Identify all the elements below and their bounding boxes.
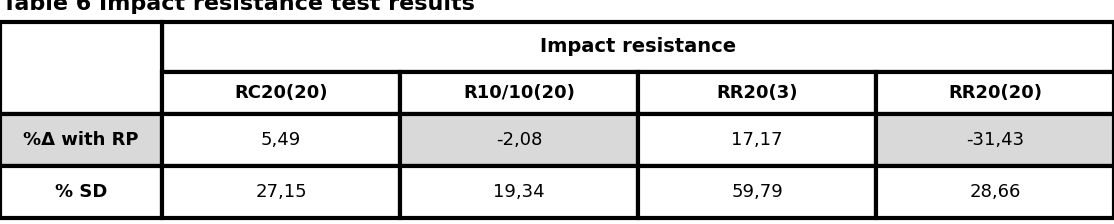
Bar — [638, 114, 876, 166]
Text: 5,49: 5,49 — [261, 131, 301, 149]
Text: R10/10(20): R10/10(20) — [463, 84, 575, 102]
Text: RR20(3): RR20(3) — [716, 84, 798, 102]
Text: 59,79: 59,79 — [731, 183, 783, 201]
Bar — [162, 72, 400, 114]
Text: % SD: % SD — [55, 183, 107, 201]
Text: Impact resistance: Impact resistance — [540, 37, 736, 56]
Text: Table 6 Impact resistance test results: Table 6 Impact resistance test results — [2, 0, 475, 14]
Text: %Δ with RP: %Δ with RP — [23, 131, 139, 149]
Bar — [162, 166, 400, 218]
Text: RC20(20): RC20(20) — [234, 84, 328, 102]
Bar — [876, 166, 1114, 218]
Text: 28,66: 28,66 — [969, 183, 1020, 201]
Text: 19,34: 19,34 — [494, 183, 545, 201]
Bar — [400, 166, 638, 218]
Bar — [638, 166, 876, 218]
Bar — [400, 72, 638, 114]
Bar — [162, 22, 1114, 72]
Bar — [0, 114, 162, 166]
Bar — [876, 72, 1114, 114]
Bar — [638, 72, 876, 114]
Text: -31,43: -31,43 — [966, 131, 1024, 149]
Bar — [876, 114, 1114, 166]
Bar — [0, 22, 162, 114]
Text: 17,17: 17,17 — [731, 131, 783, 149]
Text: -2,08: -2,08 — [496, 131, 543, 149]
Bar — [162, 114, 400, 166]
Text: 27,15: 27,15 — [255, 183, 306, 201]
Bar — [0, 166, 162, 218]
Text: RR20(20): RR20(20) — [948, 84, 1042, 102]
Bar — [400, 114, 638, 166]
